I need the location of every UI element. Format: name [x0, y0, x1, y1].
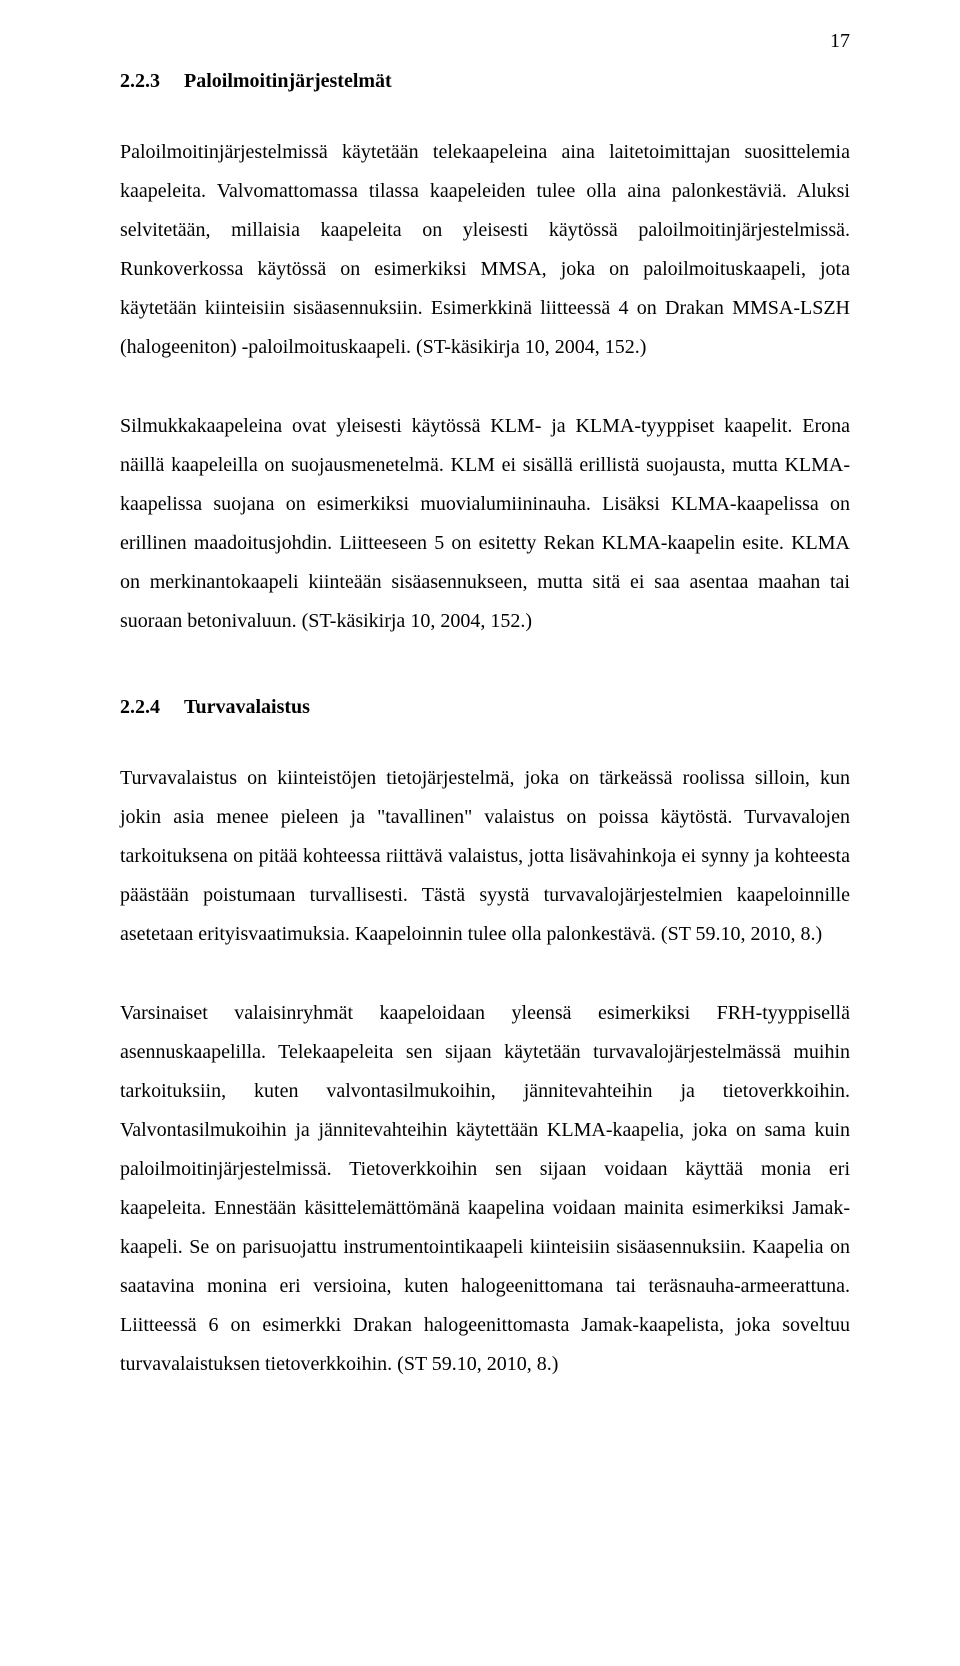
- page-number: 17: [830, 30, 850, 53]
- body-paragraph: Varsinaiset valaisinryhmät kaapeloidaan …: [120, 994, 850, 1384]
- section-number: 2.2.3: [120, 70, 160, 93]
- body-paragraph: Paloilmoitinjärjestelmissä käytetään tel…: [120, 133, 850, 367]
- section-title: Turvavalaistus: [184, 696, 310, 718]
- section-number: 2.2.4: [120, 696, 160, 719]
- section-heading-224: 2.2.4 Turvavalaistus: [120, 696, 850, 719]
- section-heading-223: 2.2.3 Paloilmoitinjärjestelmät: [120, 70, 850, 93]
- body-paragraph: Silmukkakaapeleina ovat yleisesti käytös…: [120, 407, 850, 641]
- section-title: Paloilmoitinjärjestelmät: [184, 70, 392, 92]
- body-paragraph: Turvavalaistus on kiinteistöjen tietojär…: [120, 759, 850, 954]
- document-page: 17 2.2.3 Paloilmoitinjärjestelmät Paloilm…: [0, 0, 960, 1666]
